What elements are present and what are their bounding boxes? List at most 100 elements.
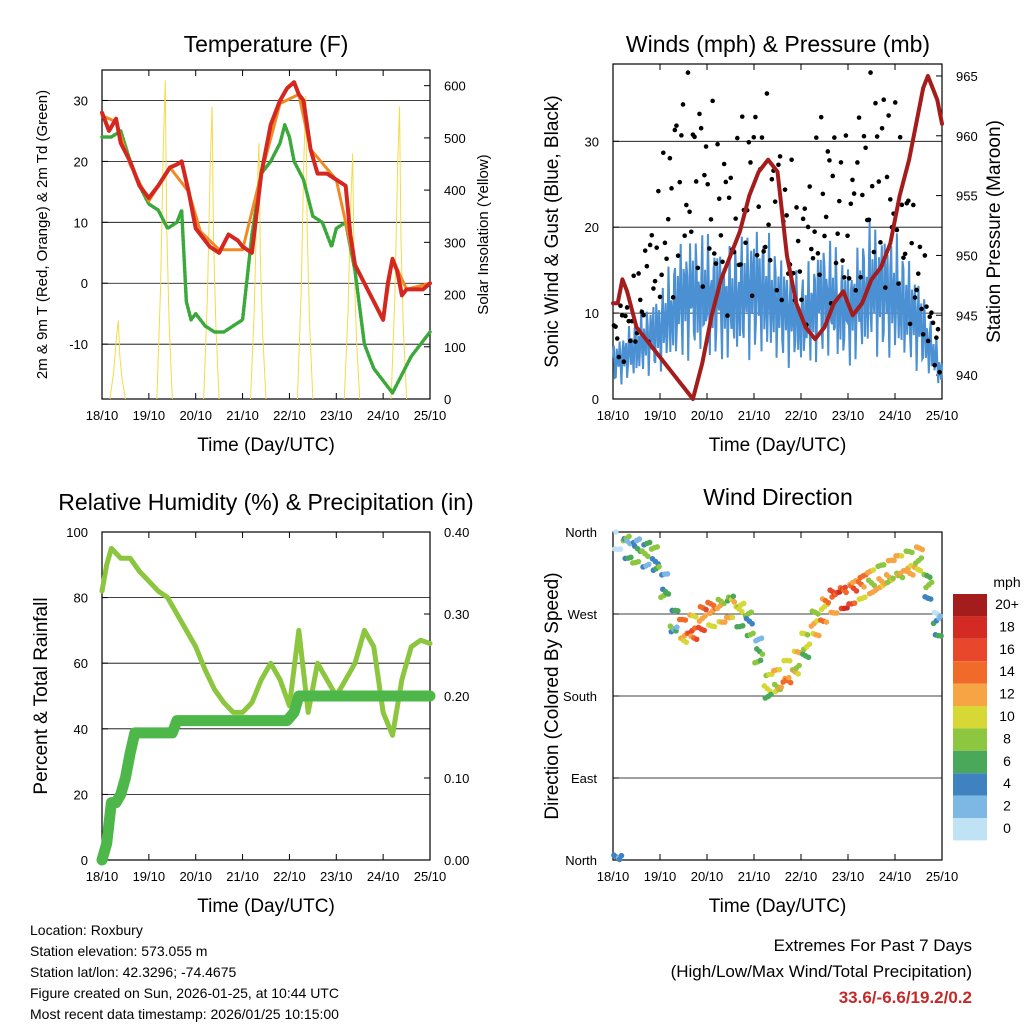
gust-point bbox=[703, 144, 709, 149]
station-info: Location: Roxbury Station elevation: 573… bbox=[30, 920, 339, 1025]
wind-direction-point bbox=[759, 651, 766, 657]
winds-xtick-label: 23/10 bbox=[832, 408, 865, 423]
humidity-ytick-right-label: 0.20 bbox=[444, 689, 469, 704]
pressure-line bbox=[611, 73, 944, 401]
temperature-ylabel-right: Solar Insolation (Yellow) bbox=[475, 154, 492, 314]
extremes-values: 33.6/-6.6/19.2/0.2 bbox=[838, 988, 972, 1007]
gust-point bbox=[644, 263, 650, 269]
gust-point bbox=[883, 285, 888, 290]
colorbar-swatch bbox=[953, 706, 987, 729]
gust-point bbox=[726, 195, 732, 201]
gust-point bbox=[756, 204, 761, 210]
wind-direction-point bbox=[665, 591, 672, 597]
temperature-ytick-right-label: 100 bbox=[444, 340, 466, 355]
gust-point bbox=[649, 232, 655, 238]
gust-point bbox=[818, 114, 824, 120]
extremes-box: Extremes For Past 7 Days (High/Low/Max W… bbox=[671, 933, 972, 1011]
wind-direction-point bbox=[692, 614, 699, 620]
wind-direction-point bbox=[795, 671, 801, 677]
gust-point bbox=[924, 304, 929, 309]
colorbar-swatch bbox=[953, 818, 987, 841]
gust-point bbox=[845, 233, 850, 239]
gust-point bbox=[688, 229, 694, 235]
wind-direction-point bbox=[758, 635, 765, 642]
gust-point bbox=[651, 286, 656, 291]
wind-direction-point bbox=[731, 599, 738, 605]
precipitation-line bbox=[96, 690, 436, 866]
gust-point bbox=[772, 199, 778, 204]
gust-point bbox=[914, 287, 919, 293]
colorbar-swatch bbox=[953, 750, 987, 774]
humidity-ytick-left-label: 60 bbox=[74, 656, 88, 671]
temperature-xtick-label: 24/10 bbox=[367, 408, 400, 423]
wind-direction-point bbox=[768, 691, 774, 698]
wind-direction-point bbox=[910, 572, 916, 578]
colorbar-label: 2 bbox=[1003, 798, 1011, 814]
gust-point bbox=[815, 251, 821, 256]
gust-point bbox=[769, 176, 775, 182]
wind-direction-point bbox=[787, 679, 794, 686]
gust-point bbox=[738, 262, 743, 267]
winds-ytick-right-label: 960 bbox=[956, 129, 978, 144]
wind-direction-point bbox=[750, 630, 756, 637]
gust-point bbox=[932, 362, 938, 368]
wind_direction-xtick-label: 20/10 bbox=[691, 869, 724, 884]
extremes-title: Extremes For Past 7 Days bbox=[773, 936, 972, 955]
temperature-ytick-left-label: -10 bbox=[69, 337, 88, 352]
wind-direction-point bbox=[927, 596, 934, 602]
extremes-subtitle: (High/Low/Max Wind/Total Precipitation) bbox=[670, 962, 972, 981]
wind-direction-point bbox=[675, 608, 681, 614]
gust-point bbox=[809, 246, 814, 252]
humidity-xtick-label: 20/10 bbox=[179, 869, 212, 884]
location-text: Location: Roxbury bbox=[30, 922, 143, 938]
wind-direction-point bbox=[646, 539, 653, 546]
gust-point bbox=[667, 155, 673, 161]
gust-point bbox=[830, 173, 836, 179]
wind-direction-point bbox=[786, 658, 793, 664]
humidity-xtick-label: 25/10 bbox=[414, 869, 447, 884]
winds-ytick-left-label: 30 bbox=[585, 134, 599, 149]
solar-insolation-line bbox=[343, 153, 361, 400]
wind-direction-point bbox=[909, 549, 915, 556]
gust-point bbox=[641, 312, 646, 318]
gust-point bbox=[779, 297, 785, 303]
gust-point bbox=[679, 133, 684, 138]
gust-point bbox=[899, 202, 905, 208]
wind-direction-point bbox=[617, 546, 624, 552]
gust-point bbox=[705, 181, 711, 187]
gust-point bbox=[708, 217, 714, 222]
wind-direction-point bbox=[785, 674, 792, 681]
winds-ytick-right-label: 965 bbox=[956, 69, 978, 84]
temperature-xtick-label: 21/10 bbox=[226, 408, 259, 423]
temperature-xtick-label: 18/10 bbox=[86, 408, 119, 423]
temperature-ytick-right-label: 500 bbox=[444, 131, 466, 146]
wind-direction-point bbox=[815, 611, 821, 617]
gust-point bbox=[754, 252, 760, 258]
temperature-ytick-left-label: 30 bbox=[74, 93, 88, 108]
gust-point bbox=[657, 294, 663, 300]
gust-point bbox=[613, 324, 618, 329]
gust-point bbox=[784, 213, 789, 218]
sonic-wind-line bbox=[612, 221, 943, 385]
gust-point bbox=[716, 196, 722, 202]
humidity-title: Relative Humidity (%) & Precipitation (i… bbox=[58, 489, 473, 515]
gust-point bbox=[817, 272, 822, 278]
wind_direction-xtick-label: 22/10 bbox=[785, 869, 818, 884]
gust-point bbox=[782, 187, 788, 192]
colorbar-swatch bbox=[953, 594, 987, 617]
gust-point bbox=[725, 313, 730, 318]
winds-ylabel-right: Station Pressure (Maroon) bbox=[984, 120, 1005, 343]
winds-ytick-right-label: 940 bbox=[956, 368, 978, 383]
colorbar-swatch bbox=[953, 728, 987, 751]
humidity-xtick-label: 23/10 bbox=[320, 869, 353, 884]
gust-point bbox=[927, 314, 933, 320]
gust-point bbox=[642, 248, 648, 253]
gust-point bbox=[858, 274, 863, 280]
gust-point bbox=[616, 354, 622, 360]
wind_direction-title: Wind Direction bbox=[703, 484, 853, 510]
colorbar-swatch bbox=[953, 616, 987, 639]
gust-point bbox=[909, 240, 914, 246]
gust-point bbox=[633, 339, 638, 344]
solar-insolation-line bbox=[156, 80, 173, 400]
wind-direction-point bbox=[613, 529, 619, 535]
